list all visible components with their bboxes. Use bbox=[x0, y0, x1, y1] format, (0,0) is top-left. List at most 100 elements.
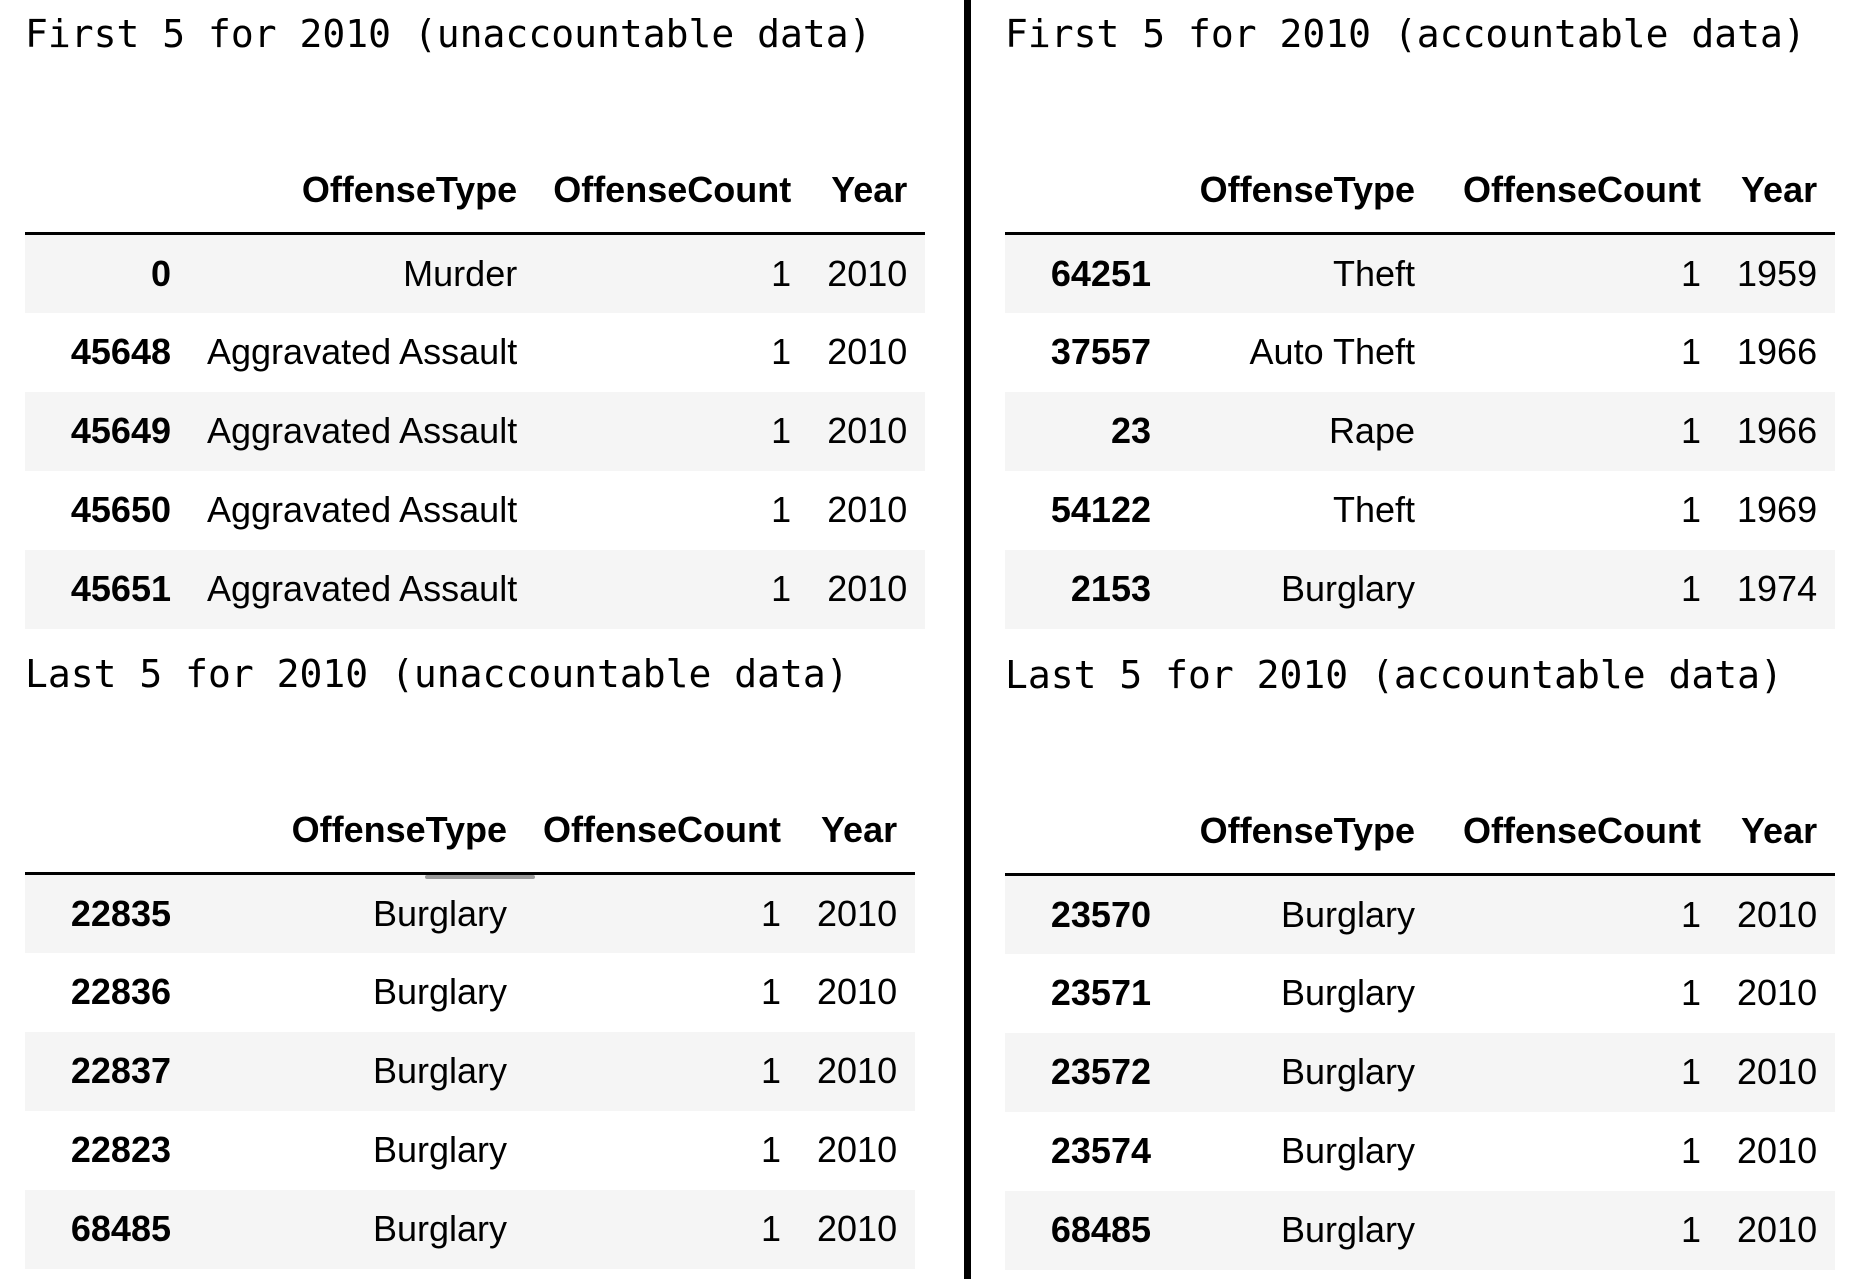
cell-offensetype: Burglary bbox=[1280, 1130, 1415, 1171]
cell-offensetype: Murder bbox=[403, 252, 518, 294]
table-row: 54122 Theft 1 1969 bbox=[1005, 470, 1836, 550]
col-header-offensecount: OffenseCount bbox=[525, 788, 799, 875]
table-row: 22823 Burglary 1 2010 bbox=[25, 1110, 916, 1190]
cell-year: 1969 bbox=[1737, 489, 1818, 530]
row-index: 23571 bbox=[1050, 972, 1151, 1013]
cell-offensetype: Aggravated Assault bbox=[207, 331, 518, 372]
cell-offensetype: Burglary bbox=[372, 892, 507, 934]
table-row: 68485 Burglary 1 2010 bbox=[1005, 1190, 1836, 1270]
table-row: 45650 Aggravated Assault 1 2010 bbox=[25, 470, 926, 550]
col-header-offensetype: OffenseType bbox=[1169, 789, 1433, 876]
cell-offensecount: 1 bbox=[1680, 1051, 1701, 1092]
index-header bbox=[1005, 789, 1169, 876]
table-row: 64251 Theft 1 1959 bbox=[1005, 233, 1836, 313]
cell-year: 2010 bbox=[1737, 1051, 1818, 1092]
col-header-year: Year bbox=[799, 788, 916, 875]
cell-year: 1966 bbox=[1737, 331, 1818, 372]
table-row: 23 Rape 1 1966 bbox=[1005, 391, 1836, 471]
cell-offensetype: Burglary bbox=[1280, 1051, 1415, 1092]
cell-offensecount: 1 bbox=[1680, 893, 1701, 935]
row-index: 45651 bbox=[70, 568, 171, 609]
cell-year: 2010 bbox=[827, 410, 908, 451]
cell-year: 2010 bbox=[817, 1050, 898, 1091]
row-index: 64251 bbox=[1050, 252, 1151, 294]
cell-year: 2010 bbox=[827, 331, 908, 372]
cell-year: 2010 bbox=[1737, 1130, 1818, 1171]
cell-offensecount: 1 bbox=[760, 892, 781, 934]
table-row: 22836 Burglary 1 2010 bbox=[25, 952, 916, 1032]
cell-offensecount: 1 bbox=[760, 1050, 781, 1091]
cell-year: 1974 bbox=[1737, 568, 1818, 609]
cell-offensetype: Burglary bbox=[372, 1129, 507, 1170]
header-row: OffenseType OffenseCount Year bbox=[25, 788, 916, 875]
cell-offensecount: 1 bbox=[771, 489, 792, 530]
cell-offensetype: Aggravated Assault bbox=[207, 489, 518, 530]
cell-year: 2010 bbox=[817, 971, 898, 1012]
cell-offensetype: Aggravated Assault bbox=[207, 410, 518, 451]
row-index: 68485 bbox=[70, 1208, 171, 1249]
cell-year: 2010 bbox=[817, 892, 898, 934]
cell-offensetype: Theft bbox=[1332, 489, 1415, 530]
table-row: 23570 Burglary 1 2010 bbox=[1005, 874, 1836, 954]
dataframe-table: OffenseType OffenseCount Year 0 Murder 1 20… bbox=[25, 148, 926, 629]
col-header-offensetype: OffenseType bbox=[189, 788, 525, 875]
dataframe-table: OffenseType OffenseCount Year 23570 Burgl… bbox=[1005, 789, 1836, 1270]
header-row: OffenseType OffenseCount Year bbox=[1005, 148, 1836, 235]
cell-offensecount: 1 bbox=[760, 1208, 781, 1249]
cell-offensetype: Burglary bbox=[1280, 893, 1415, 935]
cell-offensecount: 1 bbox=[760, 1129, 781, 1170]
cell-offensecount: 1 bbox=[1680, 1209, 1701, 1250]
col-header-offensecount: OffenseCount bbox=[1433, 148, 1719, 235]
row-index: 23570 bbox=[1050, 893, 1151, 935]
index-header bbox=[25, 148, 189, 235]
cell-offensetype: Auto Theft bbox=[1249, 331, 1415, 372]
cell-offensecount: 1 bbox=[1680, 1130, 1701, 1171]
cell-year: 2010 bbox=[817, 1129, 898, 1170]
col-header-year: Year bbox=[1719, 148, 1836, 235]
dataframe-table: OffenseType OffenseCount Year 64251 Theft… bbox=[1005, 148, 1836, 629]
row-index: 45650 bbox=[70, 489, 171, 530]
row-index: 54122 bbox=[1050, 489, 1151, 530]
cell-offensecount: 1 bbox=[1680, 972, 1701, 1013]
cell-year: 2010 bbox=[817, 1208, 898, 1249]
cell-offensetype: Burglary bbox=[372, 971, 507, 1012]
header-row: OffenseType OffenseCount Year bbox=[1005, 789, 1836, 876]
table-row: 68485 Burglary 1 2010 bbox=[25, 1189, 916, 1269]
panel-first5-unaccountable: First 5 for 2010 (unaccountable data) Of… bbox=[25, 12, 935, 629]
table-row: 23574 Burglary 1 2010 bbox=[1005, 1111, 1836, 1191]
cell-offensecount: 1 bbox=[1680, 331, 1701, 372]
cell-offensecount: 1 bbox=[760, 971, 781, 1012]
dataframe-table: OffenseType OffenseCount Year 22835 Burgl… bbox=[25, 788, 916, 1269]
cell-offensetype: Burglary bbox=[1280, 972, 1415, 1013]
cell-offensecount: 1 bbox=[771, 568, 792, 609]
cell-year: 2010 bbox=[1737, 1209, 1818, 1250]
table-row: 37557 Auto Theft 1 1966 bbox=[1005, 312, 1836, 392]
col-header-offensecount: OffenseCount bbox=[535, 148, 810, 235]
row-index: 22836 bbox=[70, 971, 171, 1012]
row-index: 23574 bbox=[1050, 1130, 1151, 1171]
column-divider bbox=[964, 0, 971, 1279]
table-row: 45648 Aggravated Assault 1 2010 bbox=[25, 312, 926, 392]
col-header-year: Year bbox=[1719, 789, 1836, 876]
caption: Last 5 for 2010 (unaccountable data) bbox=[25, 652, 849, 696]
cell-year: 2010 bbox=[1737, 972, 1818, 1013]
caption: First 5 for 2010 (unaccountable data) bbox=[25, 12, 872, 56]
cell-offensetype: Rape bbox=[1328, 410, 1415, 451]
cell-year: 2010 bbox=[1737, 893, 1818, 935]
table-row: 2153 Burglary 1 1974 bbox=[1005, 549, 1836, 629]
row-index: 23 bbox=[1110, 410, 1151, 451]
cell-year: 2010 bbox=[827, 568, 908, 609]
row-index: 45649 bbox=[70, 410, 171, 451]
cell-offensecount: 1 bbox=[771, 252, 792, 294]
row-index: 68485 bbox=[1050, 1209, 1151, 1250]
cell-year: 1966 bbox=[1737, 410, 1818, 451]
row-index: 2153 bbox=[1070, 568, 1151, 609]
row-index: 23572 bbox=[1050, 1051, 1151, 1092]
cell-offensecount: 1 bbox=[1680, 489, 1701, 530]
cell-year: 1959 bbox=[1737, 252, 1818, 294]
index-header bbox=[25, 788, 189, 875]
table-row: 0 Murder 1 2010 bbox=[25, 233, 926, 313]
cell-offensecount: 1 bbox=[1680, 568, 1701, 609]
table-row: 23571 Burglary 1 2010 bbox=[1005, 953, 1836, 1033]
cell-offensetype: Burglary bbox=[372, 1050, 507, 1091]
